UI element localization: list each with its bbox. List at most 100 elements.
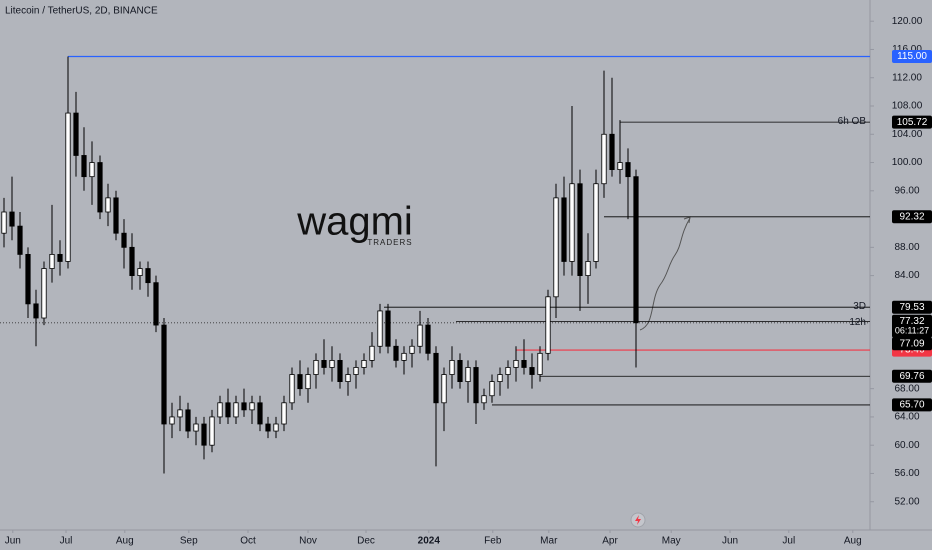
candle-body	[385, 310, 391, 347]
candle-body	[609, 133, 615, 170]
candle-body	[121, 232, 127, 248]
candle-body	[553, 197, 559, 298]
x-tick-label: Feb	[484, 536, 502, 547]
y-tick-label: 108.00	[892, 101, 923, 112]
candle-body	[401, 352, 407, 361]
candle-body	[177, 409, 183, 418]
candle-body	[17, 225, 23, 255]
candle-body	[257, 402, 263, 425]
x-tick-label: Oct	[240, 536, 256, 547]
candle-body	[465, 367, 471, 383]
candle-body	[561, 197, 567, 262]
y-tick-label: 84.00	[894, 270, 919, 281]
candle-body	[377, 310, 383, 347]
candle-body	[25, 253, 31, 305]
candle-body	[393, 345, 399, 361]
y-tick-label: 88.00	[894, 242, 919, 253]
candle-body	[449, 359, 455, 375]
x-tick-label: Jul	[60, 536, 73, 547]
candle-body	[569, 183, 575, 262]
candle-body	[81, 155, 87, 178]
price-label: 65.70	[899, 400, 924, 411]
candle-body	[625, 162, 631, 178]
candle-body	[417, 324, 423, 347]
lightning	[635, 515, 641, 525]
x-tick-label: Jun	[5, 536, 21, 547]
price-label-box	[892, 300, 932, 314]
candle-body	[441, 374, 447, 404]
candle-body	[97, 162, 103, 213]
candle-body	[529, 367, 535, 375]
candle-body	[297, 374, 303, 390]
candle-body	[57, 253, 63, 262]
candle-body	[433, 352, 439, 404]
x-tick-label: Jun	[722, 536, 738, 547]
candle-body	[481, 395, 487, 404]
candle-body	[41, 268, 47, 319]
y-tick-label: 56.00	[894, 468, 919, 479]
candle-body	[353, 367, 359, 375]
candle-body	[137, 268, 143, 276]
candle-body	[201, 423, 207, 446]
x-tick-label: Sep	[180, 536, 198, 547]
candle-body	[1, 211, 7, 234]
y-tick-label: 112.00	[892, 72, 922, 83]
candle-body	[161, 324, 167, 425]
candle-body	[369, 345, 375, 361]
candle-body	[249, 402, 255, 411]
candle-body	[489, 381, 495, 397]
current-price-box	[892, 314, 932, 338]
candle-body	[577, 183, 583, 277]
candle-body	[497, 374, 503, 382]
prev-price-box	[892, 337, 932, 351]
price-label: 105.72	[897, 117, 928, 128]
candle-body	[425, 324, 431, 354]
x-tick-label: May	[662, 536, 681, 547]
candle-body	[537, 352, 543, 375]
candle-body	[313, 359, 319, 375]
level-name: 3D	[853, 301, 866, 312]
price-label: 92.32	[899, 211, 924, 222]
watermark-subtitle: TRADERS	[367, 238, 412, 247]
candle-body	[321, 359, 327, 368]
candle-body	[65, 112, 71, 262]
y-tick-label: 64.00	[894, 412, 919, 423]
candle-body	[265, 423, 271, 432]
candle-body	[129, 246, 135, 276]
countdown-label: 06:11:27	[895, 326, 929, 336]
price-label-box	[892, 50, 932, 64]
y-tick-label: 96.00	[894, 185, 919, 196]
candle-body	[593, 183, 599, 262]
candle-body	[73, 112, 79, 156]
y-tick-label: 120.00	[892, 16, 923, 27]
candle-body	[513, 359, 519, 368]
candle-body	[153, 282, 159, 326]
y-tick-label: 104.00	[892, 129, 923, 140]
price-label: 115.00	[897, 51, 927, 62]
candle-body	[545, 296, 551, 354]
candle-body	[457, 359, 463, 382]
candle-body	[33, 303, 39, 319]
price-label-box	[892, 210, 932, 224]
y-tick-label: 60.00	[894, 440, 919, 451]
price-label-box	[892, 115, 932, 129]
candle-body	[89, 162, 95, 178]
candle-body	[473, 367, 479, 404]
y-tick-label: 100.00	[892, 157, 923, 168]
level-name: 12h	[849, 317, 866, 328]
x-tick-label: Mar	[540, 536, 558, 547]
candle-body	[305, 374, 311, 390]
price-label: 79.53	[899, 302, 924, 313]
prev-price-label: 77.09	[899, 338, 924, 349]
current-price-label: 77.32	[899, 316, 924, 327]
candle-body	[225, 402, 231, 418]
x-tick-label: Jul	[782, 536, 795, 547]
candle-body	[145, 268, 151, 284]
candle-body	[9, 211, 15, 227]
candle-body	[521, 359, 527, 368]
y-tick-label: 68.00	[894, 383, 919, 394]
candle-body	[185, 409, 191, 432]
candle-body	[329, 359, 335, 368]
price-label-box	[892, 369, 932, 383]
